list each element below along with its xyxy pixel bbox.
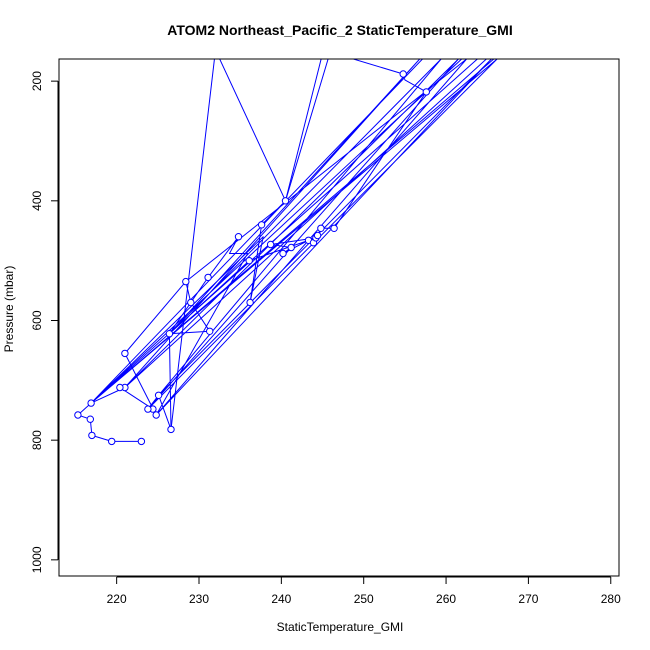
y-tick-label: 1000 [30,546,44,573]
plot-frame [58,58,620,577]
y-tick-label: 200 [30,71,44,91]
x-axis: 220 230 240 250 260 270 280 [107,576,621,606]
y-tick-label: 600 [30,310,44,330]
data-point [313,231,322,240]
data-point [182,277,190,286]
data-point [86,415,95,423]
data-point [108,437,116,446]
data-point [88,431,96,440]
data-line-2 [170,59,329,430]
data-point [279,249,287,258]
data-point [206,327,214,335]
data-point [281,197,290,205]
data-point [422,88,430,96]
data-point [234,233,243,241]
data-point [137,437,146,446]
y-tick-label: 400 [30,190,44,210]
data-point [246,298,254,307]
data-point [154,391,163,399]
data-point [165,330,174,338]
y-axis: 200 400 600 800 1000 [30,71,59,573]
data-point [74,411,82,419]
data-point [330,224,338,233]
x-tick-label: 270 [518,592,538,606]
x-tick-label: 220 [107,592,127,606]
x-tick-label: 250 [354,592,374,606]
data-point [399,70,407,78]
data-point [317,224,325,233]
data-point [187,298,195,307]
x-tick-label: 260 [436,592,456,606]
data-point [245,257,253,265]
data-point [116,383,124,392]
data-point [152,411,160,419]
data-point [204,273,212,282]
data-point [287,243,295,252]
data-point [87,399,95,407]
chart-title: ATOM2 Northeast_Pacific_2 StaticTemperat… [167,22,512,38]
plot-area [74,59,498,446]
data-point [144,405,152,413]
x-tick-label: 230 [189,592,209,606]
data-point [266,240,275,249]
data-point [167,425,175,434]
x-axis-title: StaticTemperature_GMI [277,620,404,634]
y-tick-label: 800 [30,430,44,450]
y-axis-title: Pressure (mbar) [2,266,16,353]
x-tick-label: 240 [271,592,291,606]
x-tick-label: 280 [601,592,621,606]
data-point [257,221,266,229]
data-point [121,349,129,358]
